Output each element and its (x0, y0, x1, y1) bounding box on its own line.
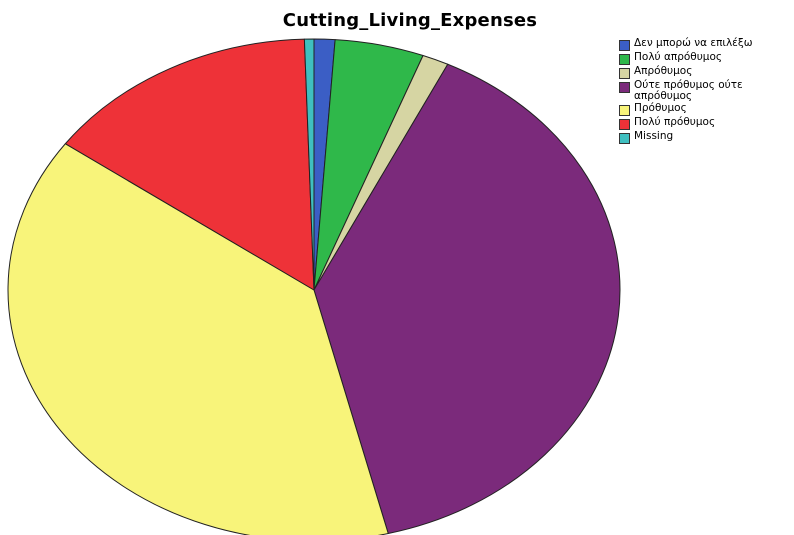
legend-swatch-6 (619, 133, 630, 144)
legend-swatch-5 (619, 119, 630, 130)
legend-label-1: Πολύ απρόθυμος (634, 51, 723, 63)
legend-swatch-1 (619, 54, 630, 65)
legend-label-3: Ούτε πρόθυμος ούτε απρόθυμος (634, 79, 743, 102)
legend-item-0: Δεν μπορώ να επιλέξω (619, 38, 794, 51)
legend-item-5: Πολύ πρόθυμος (619, 117, 794, 130)
pie-slice-5 (64, 38, 315, 291)
legend-swatch-4 (619, 105, 630, 116)
pie-slice-3 (313, 63, 621, 534)
pie-slice-4 (7, 143, 389, 535)
legend-item-4: Πρόθυμος (619, 103, 794, 116)
legend-item-3: Ούτε πρόθυμος ούτε απρόθυμος (619, 80, 794, 102)
legend-item-2: Απρόθυμος (619, 66, 794, 79)
legend-swatch-0 (619, 40, 630, 51)
pie-slice-6 (303, 38, 315, 291)
legend-label-2: Απρόθυμος (634, 65, 693, 77)
legend-swatch-3 (619, 82, 630, 93)
legend-label-5: Πολύ πρόθυμος (634, 116, 716, 128)
legend-swatch-2 (619, 68, 630, 79)
legend-label-4: Πρόθυμος (634, 102, 687, 114)
legend-item-6: Missing (619, 131, 794, 144)
legend: Δεν μπορώ να επιλέξω Πολύ απρόθυμος Απρόθυ… (619, 38, 794, 145)
legend-label-0: Δεν μπορώ να επιλέξω (634, 37, 753, 49)
pie-slices (7, 38, 621, 535)
legend-item-1: Πολύ απρόθυμος (619, 52, 794, 65)
legend-label-6: Missing (634, 130, 674, 142)
chart-title: Cutting_Living_Expenses (282, 10, 538, 31)
